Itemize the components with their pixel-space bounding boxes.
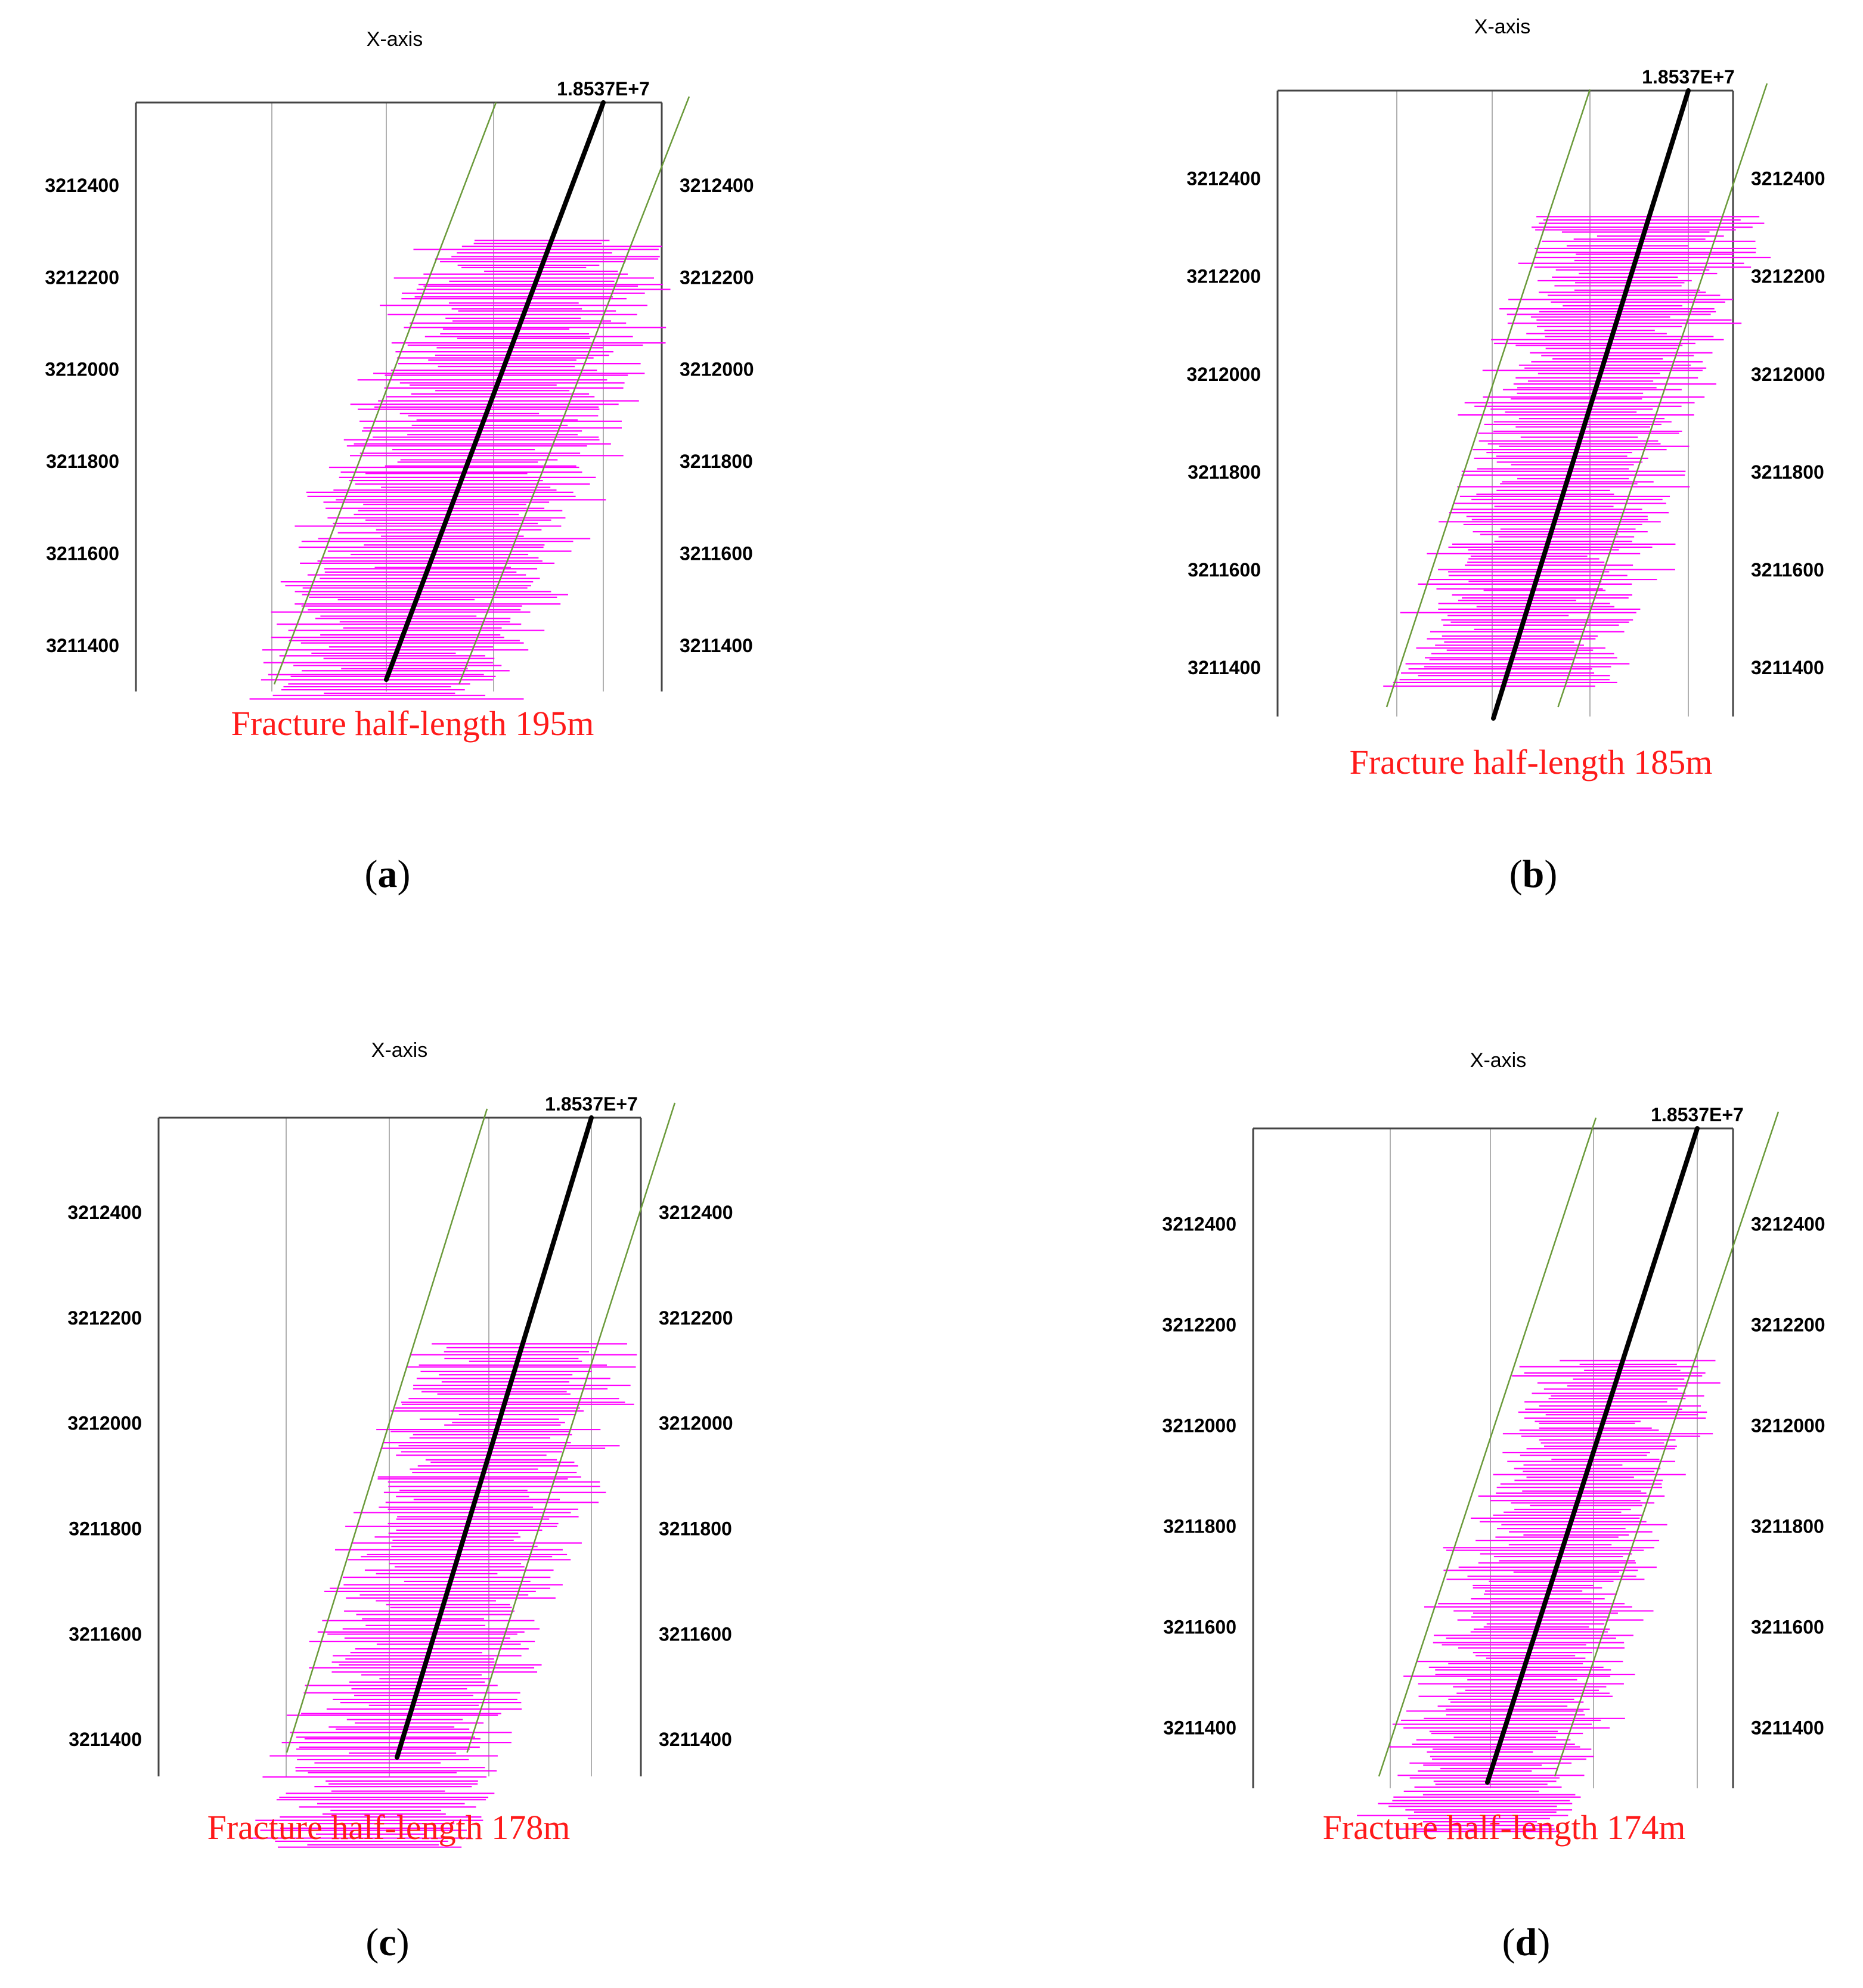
y-tick-label-left: 3212200: [45, 266, 119, 288]
well-x-label: 1.8537E+7: [557, 78, 650, 100]
boundary-line-left: [273, 102, 497, 685]
panel-d: X-axis 3211400 3211400 3211600 3211600 321180…: [930, 930, 1863, 1988]
y-tick-label-right: 3212200: [1751, 266, 1825, 287]
y-tick-label-right: 3211600: [1751, 559, 1824, 581]
y-tick-label-right: 3212400: [659, 1202, 733, 1223]
y-tick-label-right: 3211400: [659, 1729, 732, 1750]
panel-caption: Fracture half-length 195m: [231, 704, 594, 743]
y-tick-label-right: 3212400: [680, 175, 754, 196]
y-tick-label-left: 3212000: [1162, 1415, 1236, 1437]
y-tick-label-right: 3211400: [1751, 1717, 1824, 1739]
boundary-line-left: [1385, 89, 1591, 708]
panel-caption: Fracture half-length 185m: [1350, 743, 1713, 781]
fracture-group: [1357, 1360, 1721, 1832]
y-tick-label-right: 3211600: [659, 1623, 732, 1645]
y-tick-label-right: 3211800: [659, 1518, 732, 1540]
y-tick-label-left: 3212000: [1186, 364, 1261, 385]
y-tick-label-left: 3212000: [67, 1413, 142, 1434]
y-tick-label-right: 3212000: [680, 359, 754, 380]
boundary-line-right: [466, 1102, 676, 1753]
y-tick-label-right: 3212000: [659, 1413, 733, 1434]
y-tick-label-left: 3211400: [69, 1729, 142, 1750]
y-tick-label-left: 3212000: [45, 359, 119, 380]
y-tick-label-right: 3211400: [1751, 657, 1824, 678]
wellbore-line: [395, 1115, 594, 1760]
y-tick-label-right: 3211800: [1751, 1516, 1824, 1537]
fracture-group: [250, 1343, 637, 1848]
y-tick-label-left: 3211400: [1163, 1717, 1236, 1739]
boundary-line-left: [1378, 1117, 1597, 1777]
panel-label: (c): [365, 1921, 409, 1964]
panel-c: X-axis 3211400 3211400 3211600 3211600 321180…: [0, 930, 930, 1988]
y-tick-label-right: 3211800: [680, 451, 753, 472]
y-tick-label-left: 3211600: [46, 542, 119, 564]
wellbore-line: [384, 100, 606, 682]
panel-label: (a): [365, 852, 411, 896]
wellbore-line: [1485, 1126, 1700, 1785]
y-tick-label-left: 3212200: [67, 1307, 142, 1329]
x-axis-title: X-axis: [367, 28, 423, 51]
wellbore-line: [1491, 88, 1691, 721]
y-tick-label-left: 3211600: [1163, 1617, 1236, 1638]
y-tick-label-right: 3211400: [680, 635, 753, 656]
y-tick-label-right: 3211600: [1751, 1617, 1824, 1638]
x-axis-title: X-axis: [371, 1039, 427, 1062]
y-tick-label-right: 3212200: [680, 266, 754, 288]
panel-label: (b): [1509, 852, 1558, 896]
y-tick-label-right: 3212400: [1751, 168, 1825, 190]
y-tick-label-left: 3212400: [1162, 1214, 1236, 1235]
chart-svg: X-axis 3211400 3211400 3211600 3211600 321180…: [1162, 1049, 1825, 1964]
y-tick-label-left: 3211800: [1188, 461, 1261, 483]
fracture-group: [249, 240, 671, 700]
y-tick-label-left: 3212400: [1186, 168, 1261, 190]
boundary-line-right: [458, 96, 690, 685]
panel-a: X-axis 3211400 3211400 3211600 3211600 321180…: [0, 0, 930, 930]
x-axis-title: X-axis: [1474, 15, 1530, 38]
y-tick-label-right: 3212400: [1751, 1214, 1825, 1235]
y-tick-label-left: 3212200: [1162, 1314, 1236, 1336]
y-tick-label-left: 3211800: [46, 451, 119, 472]
y-tick-label-right: 3211800: [1751, 461, 1824, 483]
panel-label: (d): [1502, 1921, 1551, 1964]
y-tick-label-right: 3211600: [680, 542, 753, 564]
well-x-label: 1.8537E+7: [1651, 1104, 1744, 1125]
chart-svg: X-axis 3211400 3211400 3211600 3211600 321180…: [1186, 15, 1825, 896]
y-tick-label-left: 3211400: [1188, 657, 1261, 678]
boundary-line-right: [1557, 83, 1768, 708]
y-tick-label-left: 3211600: [1188, 559, 1261, 581]
y-tick-label-left: 3211800: [69, 1518, 142, 1540]
chart-svg: X-axis 3211400 3211400 3211600 3211600 321180…: [67, 1039, 733, 1964]
y-tick-label-left: 3212400: [45, 175, 119, 196]
y-tick-label-right: 3212000: [1751, 1415, 1825, 1437]
boundary-line-right: [1554, 1111, 1780, 1777]
y-tick-label-left: 3211600: [69, 1623, 142, 1645]
y-tick-label-left: 3211400: [46, 635, 119, 656]
x-axis-title: X-axis: [1470, 1049, 1526, 1072]
y-tick-label-left: 3211800: [1163, 1516, 1236, 1537]
well-x-label: 1.8537E+7: [545, 1093, 638, 1115]
well-x-label: 1.8537E+7: [1642, 66, 1735, 88]
y-tick-label-left: 3212400: [67, 1202, 142, 1223]
y-tick-label-left: 3212200: [1186, 266, 1261, 287]
boundary-line-left: [286, 1108, 488, 1753]
panel-caption: Fracture half-length 174m: [1323, 1808, 1686, 1847]
panel-b: X-axis 3211400 3211400 3211600 3211600 321180…: [930, 0, 1863, 930]
y-tick-label-right: 3212200: [659, 1307, 733, 1329]
panel-caption: Fracture half-length 178m: [207, 1808, 571, 1847]
chart-svg: X-axis 3211400 3211400 3211600 3211600 321180…: [45, 28, 754, 896]
y-tick-label-right: 3212200: [1751, 1314, 1825, 1336]
y-tick-label-right: 3212000: [1751, 364, 1825, 385]
